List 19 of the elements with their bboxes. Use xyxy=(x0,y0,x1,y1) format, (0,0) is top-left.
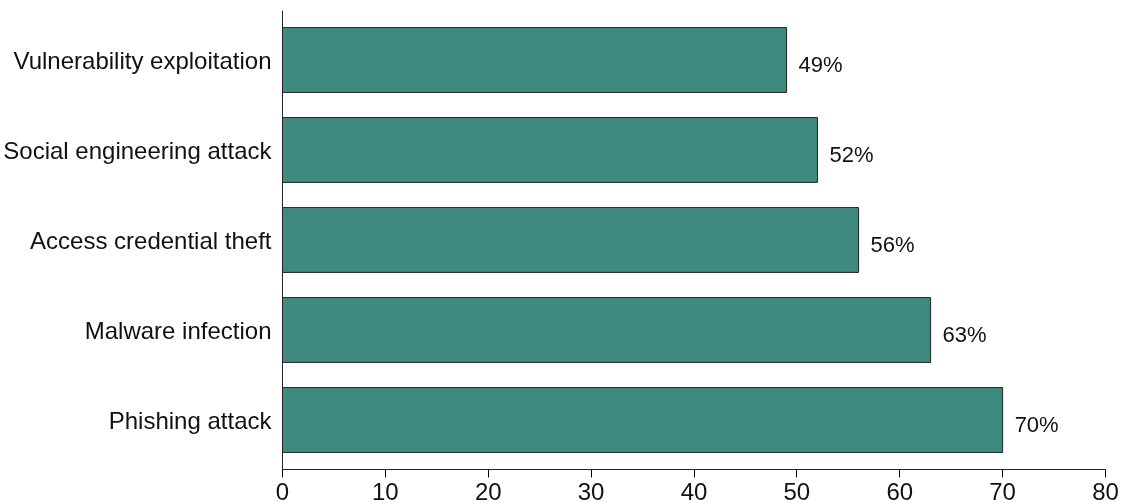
x-tick-label: 0 xyxy=(275,477,290,502)
x-tick-label: 50 xyxy=(783,477,811,502)
y-tick-label: Phishing attack xyxy=(108,406,273,434)
x-tick-label: 20 xyxy=(474,477,502,502)
y-tick-label: Malware infection xyxy=(84,316,272,344)
data-label: 70% xyxy=(1014,411,1059,437)
x-tick-label: 40 xyxy=(680,477,708,502)
x-tick-label: 80 xyxy=(1092,477,1119,502)
x-tick-label: 60 xyxy=(886,477,914,502)
y-tick-label: Access credential theft xyxy=(30,226,272,254)
data-label: 63% xyxy=(942,321,987,347)
x-tick-label: 30 xyxy=(577,477,605,502)
data-label: 56% xyxy=(870,231,915,257)
y-tick-label: Vulnerability exploitation xyxy=(13,46,272,74)
data-label: 52% xyxy=(829,141,874,167)
y-tick-label: Social engineering attack xyxy=(3,136,273,164)
data-label: 49% xyxy=(798,51,843,77)
x-tick-label: 70 xyxy=(989,477,1016,502)
x-tick-label: 10 xyxy=(372,477,399,502)
